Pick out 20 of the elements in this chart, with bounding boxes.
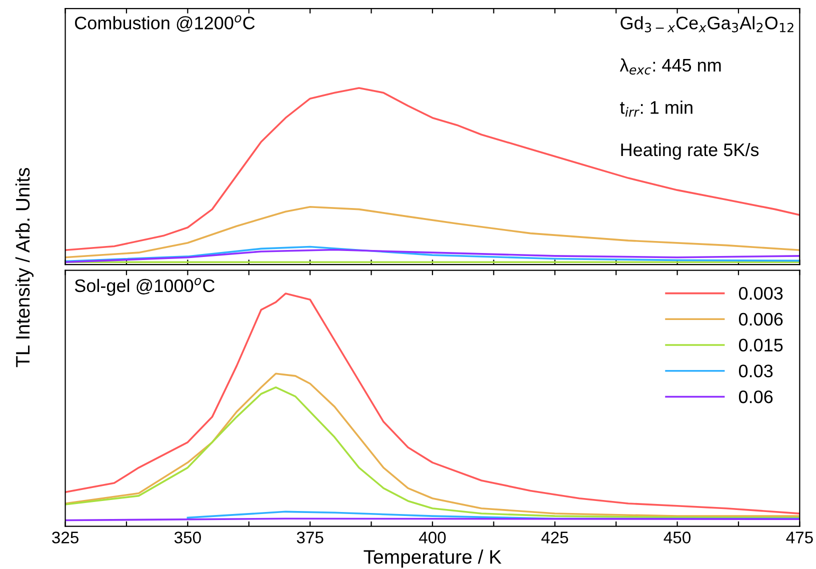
x-tick-label: 325 — [52, 532, 78, 544]
x-tick-label: 425 — [541, 532, 568, 544]
legend-label: 0.06 — [738, 390, 773, 404]
text: Combustion @1200$^{o}$C — [75, 15, 255, 32]
x-axis-title: Temperature / K — [364, 550, 502, 568]
legend-label: 0.015 — [738, 338, 783, 352]
x-tick-label: 375 — [296, 532, 324, 544]
x-tick-label: 450 — [664, 532, 691, 544]
text: Gd$_{3−x}$Ce$_{x}$Ga$_{3}$Al$_{2}$O$_{12}$ — [620, 16, 794, 32]
annotation: t$_{irr}$: 1 min — [620, 100, 692, 117]
annotation: Heating rate 5K/s — [621, 142, 759, 160]
legend-label: 0.03 — [738, 364, 773, 378]
x-tick-label: 400 — [418, 532, 446, 544]
legend-label: 0.006 — [738, 312, 783, 326]
legend-label: 0.003 — [738, 287, 783, 300]
text: λ$_{exc}$: 445 nm — [620, 58, 721, 75]
y-axis-title: TL Intensity / Arb. Units — [15, 168, 34, 368]
x-tick-label: 350 — [174, 532, 201, 544]
annotation: Sol-gel @1000$^{o}$C — [74, 278, 215, 296]
x-tick-label: 475 — [786, 532, 813, 544]
